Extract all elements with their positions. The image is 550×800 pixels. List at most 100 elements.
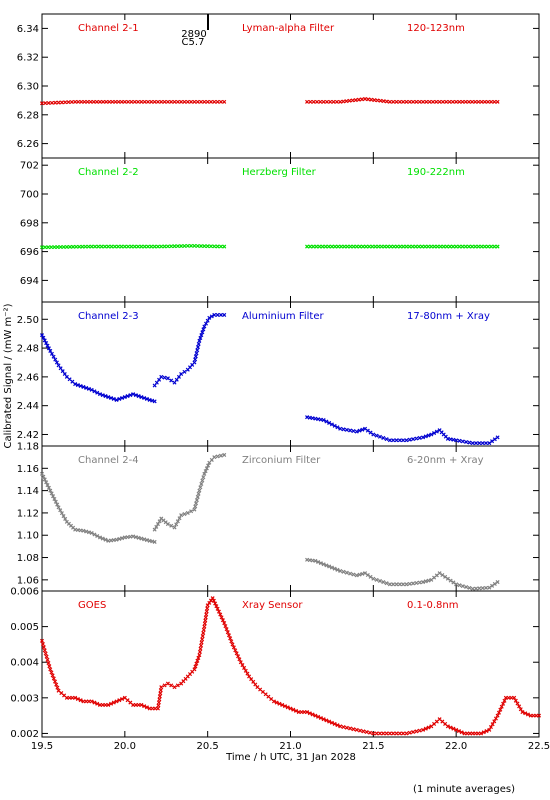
data-point	[341, 569, 346, 574]
data-point	[84, 529, 89, 534]
data-point	[316, 559, 321, 565]
data-point	[169, 378, 174, 383]
data-point	[104, 99, 109, 104]
data-point	[144, 396, 149, 401]
data-point	[384, 731, 389, 736]
data-point	[214, 604, 219, 609]
panel-channel-2-3: 2.42 2.44 2.46 2.48 2.50 Channel 2-3 Aluminium…	[17, 301, 540, 447]
data-point	[91, 99, 96, 104]
data-point	[451, 244, 456, 249]
y-tick-label: 0.003	[10, 693, 39, 704]
data-point	[212, 244, 217, 249]
data-point	[179, 99, 184, 104]
data-point	[321, 99, 326, 104]
data-point	[234, 651, 239, 656]
data-point	[321, 717, 326, 722]
data-point	[321, 418, 326, 423]
data-point	[81, 528, 86, 533]
top-marker-class: C5.7	[182, 37, 205, 48]
data-point	[470, 441, 475, 446]
data-point	[182, 243, 187, 249]
data-point	[329, 422, 334, 427]
data-point	[146, 244, 151, 249]
filter-label: Herzberg Filter	[242, 167, 317, 178]
series-goes-segment-0	[39, 596, 542, 736]
data-point	[39, 471, 45, 476]
data-point	[381, 99, 386, 104]
data-point	[204, 466, 209, 471]
data-point	[345, 244, 350, 249]
y-tick-label: 6.30	[17, 82, 39, 93]
data-point	[318, 561, 323, 566]
data-point	[293, 708, 299, 713]
data-point	[404, 438, 409, 443]
data-point	[142, 244, 147, 249]
data-point	[271, 699, 276, 704]
data-point	[478, 731, 484, 736]
data-point	[192, 99, 197, 104]
data-point	[162, 375, 167, 380]
data-point	[397, 99, 402, 104]
data-point	[86, 386, 91, 391]
data-point	[56, 100, 61, 105]
data-point	[373, 244, 378, 249]
y-tick-label: 0.006	[10, 587, 39, 598]
data-point	[335, 723, 340, 728]
data-point	[339, 244, 344, 249]
data-point	[129, 244, 134, 249]
data-point	[195, 494, 200, 499]
data-point	[416, 244, 421, 249]
data-point	[421, 435, 426, 440]
data-point	[364, 729, 369, 735]
data-point	[515, 701, 520, 706]
y-tick-label: 6.34	[17, 24, 39, 35]
data-point	[411, 581, 416, 586]
data-point	[357, 244, 362, 249]
data-point	[152, 527, 157, 532]
data-point	[136, 244, 141, 249]
data-point	[106, 702, 111, 707]
data-point	[351, 244, 356, 249]
data-point	[169, 683, 174, 688]
data-point	[451, 726, 456, 731]
data-point	[139, 702, 144, 707]
data-point	[464, 584, 469, 590]
data-point	[489, 99, 494, 104]
data-point	[222, 621, 227, 626]
data-point	[407, 730, 412, 735]
data-point	[223, 624, 228, 629]
data-point	[484, 729, 489, 734]
data-point	[89, 244, 94, 249]
data-point	[367, 244, 372, 249]
data-point	[482, 244, 487, 249]
band-label: 0.1-0.8nm	[407, 600, 459, 611]
data-point	[77, 244, 82, 249]
band-label: 17-80nm + Xray	[407, 311, 490, 322]
data-point	[513, 698, 518, 703]
data-point	[159, 374, 164, 379]
filter-label: Zirconium Filter	[242, 455, 321, 466]
data-point	[357, 428, 362, 433]
data-point	[404, 99, 409, 104]
data-point	[493, 716, 498, 721]
data-point	[222, 244, 227, 249]
data-point	[95, 701, 100, 706]
data-point	[199, 244, 204, 249]
filter-label: Lyman-alpha Filter	[242, 23, 335, 34]
data-point	[342, 244, 347, 249]
data-point	[85, 99, 90, 104]
data-point	[460, 439, 465, 444]
data-point	[194, 498, 199, 503]
data-point	[61, 514, 66, 519]
data-point	[52, 245, 57, 250]
data-point	[84, 385, 89, 390]
data-point	[348, 428, 353, 433]
data-point	[495, 244, 500, 249]
data-point	[199, 481, 204, 486]
data-point	[71, 244, 76, 249]
data-point	[212, 455, 217, 460]
data-point	[199, 333, 204, 338]
data-point	[371, 731, 376, 736]
data-point	[394, 438, 399, 443]
data-point	[314, 244, 319, 249]
